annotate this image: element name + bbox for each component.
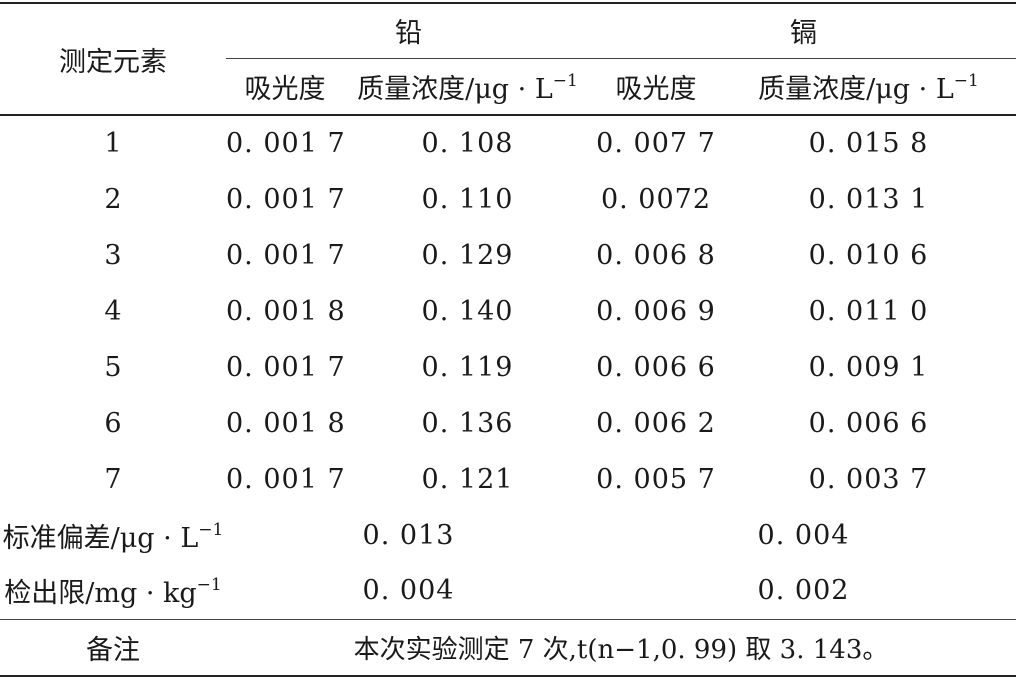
cadmium-concentration: 0. 009 1 [808, 351, 929, 383]
cadmium-concentration: 0. 006 6 [808, 407, 929, 439]
lead-absorbance: 0. 001 7 [226, 463, 344, 495]
detection-limit-label: 检出限/mg · kg−1 [0, 563, 226, 619]
row-number: 2 [104, 183, 122, 215]
cadmium-concentration: 0. 011 0 [808, 295, 929, 327]
lead-concentration: 0. 129 [421, 239, 514, 271]
lead-concentration-header: 质量浓度/μg · L−1 [344, 58, 591, 116]
table-row: 6 0. 001 8 0. 136 0. 006 2 0. 006 6 [0, 395, 1016, 451]
remark-row: 备注 本次实验测定 7 次,t(n−1,0. 99) 取 3. 143。 [0, 618, 1016, 677]
cadmium-concentration: 0. 010 6 [808, 239, 929, 271]
row-number: 1 [104, 128, 122, 159]
lead-concentration: 0. 136 [421, 407, 514, 439]
cadmium-absorbance-header: 吸光度 [591, 58, 721, 116]
table-row: 4 0. 001 8 0. 140 0. 006 9 0. 011 0 [0, 283, 1016, 339]
lead-concentration: 0. 110 [421, 183, 514, 215]
lead-absorbance: 0. 001 7 [226, 183, 344, 215]
detection-limit-label-sup: −1 [196, 575, 222, 596]
row-number: 3 [104, 239, 122, 271]
table-row: 7 0. 001 7 0. 121 0. 005 7 0. 003 7 [0, 451, 1016, 507]
std-dev-row: 标准偏差/μg · L−1 0. 013 0. 004 [0, 507, 1016, 563]
lead-std-dev: 0. 013 [362, 519, 455, 551]
cadmium-concentration: 0. 013 1 [808, 183, 929, 215]
cadmium-absorbance: 0. 0072 [600, 183, 712, 215]
cadmium-absorbance: 0. 006 9 [596, 295, 716, 327]
header-row-2: 吸光度 质量浓度/μg · L−1 吸光度 质量浓度/μg · L−1 [0, 58, 1016, 116]
cadmium-concentration-label: 质量浓度/μg · L [758, 73, 954, 105]
row-number: 6 [104, 407, 122, 439]
detection-limit-label-text: 检出限/mg · kg [4, 578, 197, 610]
group-header-lead: 铅 [226, 3, 591, 59]
cadmium-absorbance: 0. 005 7 [596, 463, 716, 495]
cadmium-concentration: 0. 003 7 [808, 463, 929, 495]
cadmium-std-dev: 0. 004 [757, 519, 850, 551]
row-header-label: 测定元素 [0, 3, 226, 116]
cadmium-concentration-sup: −1 [953, 70, 979, 91]
table-row: 5 0. 001 7 0. 119 0. 006 6 0. 009 1 [0, 339, 1016, 395]
lead-absorbance: 0. 001 8 [226, 407, 344, 439]
row-number: 4 [104, 295, 122, 327]
lead-absorbance-header: 吸光度 [226, 58, 344, 116]
row-number: 7 [104, 463, 122, 495]
remark-text: 本次实验测定 7 次,t(n−1,0. 99) 取 3. 143。 [226, 618, 1016, 677]
cadmium-detection-limit: 0. 002 [757, 575, 850, 607]
cadmium-absorbance: 0. 007 7 [596, 128, 716, 159]
lead-concentration-sup: −1 [552, 70, 578, 91]
lead-absorbance: 0. 001 7 [226, 128, 344, 159]
lead-concentration-label: 质量浓度/μg · L [357, 73, 553, 105]
group-header-cadmium: 镉 [591, 3, 1016, 59]
lead-absorbance: 0. 001 7 [226, 351, 344, 383]
lead-concentration: 0. 119 [421, 351, 514, 383]
lead-concentration: 0. 108 [421, 128, 514, 159]
lead-absorbance: 0. 001 8 [226, 295, 344, 327]
lead-concentration: 0. 140 [421, 295, 514, 327]
lead-concentration: 0. 121 [421, 463, 514, 495]
std-dev-label-text: 标准偏差/μg · L [2, 522, 199, 554]
std-dev-label-sup: −1 [198, 519, 224, 540]
row-number: 5 [104, 351, 122, 383]
detection-limit-row: 检出限/mg · kg−1 0. 004 0. 002 [0, 563, 1016, 619]
cadmium-concentration: 0. 015 8 [808, 128, 929, 159]
remark-label: 备注 [0, 618, 226, 677]
lead-absorbance: 0. 001 7 [226, 239, 344, 271]
table-row: 3 0. 001 7 0. 129 0. 006 8 0. 010 6 [0, 227, 1016, 283]
table-row: 1 0. 001 7 0. 108 0. 007 7 0. 015 8 [0, 115, 1016, 171]
cadmium-concentration-header: 质量浓度/μg · L−1 [721, 58, 1016, 116]
table-row: 2 0. 001 7 0. 110 0. 0072 0. 013 1 [0, 171, 1016, 227]
cadmium-absorbance: 0. 006 2 [596, 407, 716, 439]
std-dev-label: 标准偏差/μg · L−1 [0, 507, 226, 563]
lead-detection-limit: 0. 004 [362, 575, 455, 607]
header-row-1: 测定元素 铅 镉 [0, 3, 1016, 116]
cadmium-absorbance: 0. 006 8 [596, 239, 716, 271]
cadmium-absorbance: 0. 006 6 [596, 351, 716, 383]
